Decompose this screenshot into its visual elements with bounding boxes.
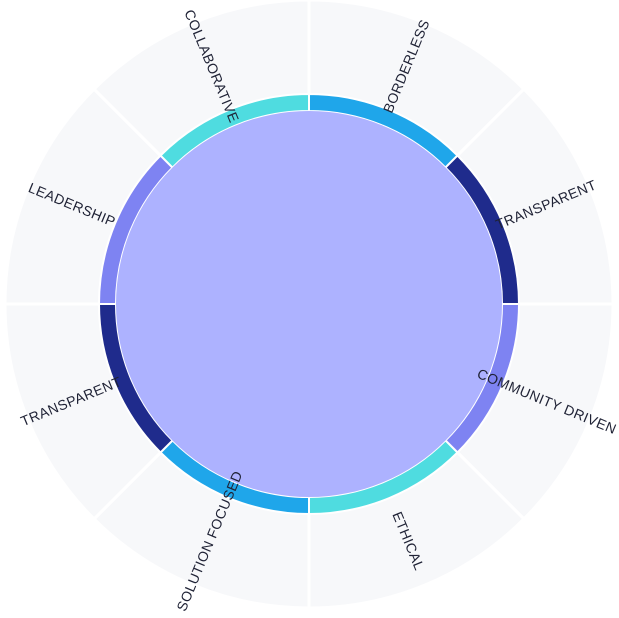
center-disc bbox=[116, 111, 502, 497]
